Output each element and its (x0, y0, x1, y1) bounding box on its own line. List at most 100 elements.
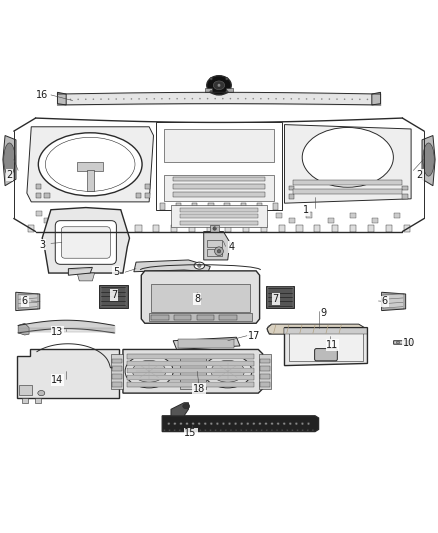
Circle shape (228, 422, 231, 425)
Bar (297, 224, 303, 232)
Circle shape (174, 430, 176, 431)
Bar (350, 213, 356, 219)
Text: 15: 15 (184, 429, 197, 438)
Circle shape (215, 98, 216, 100)
Bar (21, 398, 28, 403)
Circle shape (108, 98, 110, 100)
Bar (403, 195, 408, 199)
Bar (192, 203, 197, 210)
Bar (261, 359, 270, 363)
Bar (112, 359, 122, 363)
Bar (159, 203, 165, 210)
Circle shape (226, 91, 228, 93)
Bar (28, 224, 34, 232)
Circle shape (123, 98, 125, 100)
Circle shape (210, 77, 212, 80)
Circle shape (245, 430, 247, 431)
Ellipse shape (125, 354, 173, 388)
Bar (207, 224, 213, 232)
Ellipse shape (423, 143, 434, 176)
Polygon shape (134, 260, 210, 272)
Bar (155, 123, 283, 210)
Ellipse shape (207, 76, 231, 95)
Polygon shape (18, 323, 29, 335)
Ellipse shape (46, 138, 135, 191)
Circle shape (205, 430, 206, 431)
Text: 10: 10 (403, 338, 415, 348)
Text: 11: 11 (326, 340, 339, 350)
Circle shape (222, 98, 223, 100)
Circle shape (216, 422, 219, 425)
Bar (207, 240, 222, 247)
Circle shape (297, 430, 298, 431)
Bar (19, 385, 32, 395)
Bar (219, 315, 237, 320)
Text: 6: 6 (21, 296, 28, 306)
Polygon shape (173, 337, 240, 350)
Polygon shape (381, 292, 406, 311)
Circle shape (351, 99, 353, 100)
Circle shape (306, 98, 307, 100)
Bar (77, 162, 103, 171)
Bar (127, 368, 254, 373)
Polygon shape (285, 328, 367, 366)
Circle shape (283, 422, 286, 425)
Ellipse shape (213, 81, 225, 90)
Bar (35, 184, 41, 189)
Circle shape (92, 99, 94, 100)
Circle shape (261, 430, 262, 431)
Bar (197, 315, 214, 320)
Circle shape (268, 98, 269, 100)
Bar (241, 203, 246, 210)
Bar (332, 224, 338, 232)
Polygon shape (99, 285, 127, 308)
Bar (180, 354, 206, 389)
Polygon shape (42, 207, 130, 273)
Circle shape (237, 98, 239, 100)
Polygon shape (68, 268, 92, 275)
Bar (151, 315, 169, 320)
Circle shape (286, 430, 288, 431)
Circle shape (198, 422, 201, 425)
Circle shape (189, 430, 191, 431)
Text: 3: 3 (39, 240, 45, 249)
Circle shape (295, 422, 298, 425)
Circle shape (271, 422, 273, 425)
Circle shape (199, 430, 201, 431)
Bar (177, 340, 234, 348)
Circle shape (292, 430, 293, 431)
Circle shape (313, 98, 315, 100)
Bar (112, 382, 122, 386)
Bar (87, 169, 94, 190)
Polygon shape (372, 92, 381, 105)
Bar (117, 224, 124, 232)
Bar (164, 175, 274, 201)
Text: 1: 1 (303, 205, 309, 215)
Circle shape (210, 430, 212, 431)
Polygon shape (267, 324, 367, 334)
Bar (127, 354, 254, 359)
Bar (289, 185, 294, 190)
Bar (180, 207, 258, 212)
Bar (171, 205, 267, 227)
Circle shape (283, 98, 285, 100)
Polygon shape (16, 292, 40, 311)
Circle shape (328, 98, 330, 100)
Circle shape (194, 430, 196, 431)
Polygon shape (123, 350, 263, 393)
Circle shape (298, 98, 300, 100)
Circle shape (210, 91, 212, 93)
Bar (276, 213, 282, 219)
Circle shape (265, 422, 267, 425)
Circle shape (307, 430, 309, 431)
Polygon shape (394, 341, 412, 344)
Ellipse shape (39, 133, 142, 196)
Circle shape (253, 422, 255, 425)
Polygon shape (422, 135, 435, 185)
Bar (145, 184, 150, 189)
Ellipse shape (406, 341, 410, 344)
Bar (174, 315, 191, 320)
Bar (127, 382, 254, 386)
Polygon shape (171, 403, 188, 416)
Circle shape (234, 422, 237, 425)
